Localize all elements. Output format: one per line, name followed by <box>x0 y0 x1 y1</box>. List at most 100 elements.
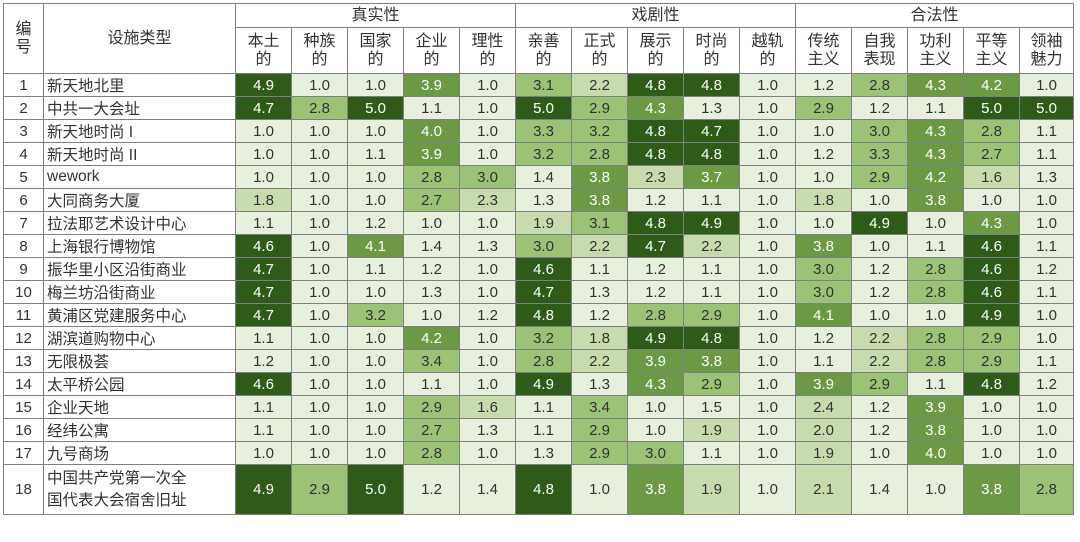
heat-cell: 5.0 <box>515 96 572 120</box>
heat-cell: 2.3 <box>459 188 516 212</box>
heat-cell: 1.0 <box>739 73 796 97</box>
heat-cell: 1.0 <box>291 165 348 189</box>
heat-cell: 1.0 <box>347 165 404 189</box>
heat-cell: 2.8 <box>627 303 684 327</box>
row-index: 2 <box>3 96 44 120</box>
heat-cell: 1.6 <box>459 395 516 419</box>
heat-cell: 3.3 <box>851 142 908 166</box>
facility-name: 大同商务大厦 <box>43 188 236 212</box>
heat-cell: 1.0 <box>459 119 516 143</box>
group-header-row: 编 号 设施类型 真实性 戏剧性 合法性 <box>3 3 1074 74</box>
heat-cell: 4.6 <box>235 234 292 258</box>
heat-cell: 4.3 <box>907 73 964 97</box>
row-index: 14 <box>3 372 44 396</box>
facility-name: 拉法耶艺术设计中心 <box>43 211 236 235</box>
heat-cell: 3.1 <box>515 73 572 97</box>
heat-cell: 2.9 <box>683 303 740 327</box>
heat-cell: 1.3 <box>571 372 628 396</box>
heat-cell: 1.3 <box>1019 165 1074 189</box>
metric-header-15: 领袖 魅力 <box>1019 27 1074 74</box>
heat-cell: 4.8 <box>627 73 684 97</box>
heat-cell: 1.0 <box>851 234 908 258</box>
heat-cell: 1.0 <box>739 188 796 212</box>
heat-cell: 1.0 <box>739 119 796 143</box>
metric-header-14-line-1: 平等 <box>975 32 1008 50</box>
index-header-line-2: 号 <box>15 38 32 56</box>
heat-cell: 1.9 <box>795 441 852 465</box>
table-row: 2 中共一大会址 4.7 2.8 5.0 1.1 1.0 5.0 2.9 4.3 1.3 1.0 2.9… <box>3 96 1074 120</box>
heat-cell: 3.8 <box>627 464 684 515</box>
heat-cell: 3.2 <box>347 303 404 327</box>
heat-cell: 2.8 <box>403 441 460 465</box>
facility-name: 无限极荟 <box>43 349 236 373</box>
metric-header-10-line-2: 的 <box>759 50 776 68</box>
heat-cell: 1.0 <box>739 349 796 373</box>
metric-header-9-line-1: 时尚 <box>695 32 728 50</box>
row-index: 17 <box>3 441 44 465</box>
heat-cell: 2.9 <box>403 395 460 419</box>
heat-cell: 5.0 <box>963 96 1020 120</box>
heat-cell: 1.2 <box>403 464 460 515</box>
heat-cell: 3.8 <box>795 234 852 258</box>
heat-cell: 3.9 <box>907 395 964 419</box>
heat-cell: 1.0 <box>795 211 852 235</box>
heat-cell: 2.8 <box>571 142 628 166</box>
facility-name: 太平桥公园 <box>43 372 236 396</box>
heat-cell: 2.1 <box>795 464 852 515</box>
heat-cell: 1.3 <box>459 234 516 258</box>
heat-cell: 3.1 <box>571 211 628 235</box>
heat-cell: 1.0 <box>291 303 348 327</box>
metric-header-6-line-1: 亲善 <box>527 32 560 50</box>
heat-cell: 1.0 <box>459 372 516 396</box>
heat-cell: 1.0 <box>235 119 292 143</box>
heat-cell: 1.0 <box>739 372 796 396</box>
row-index: 15 <box>3 395 44 419</box>
heat-cell: 4.8 <box>515 464 572 515</box>
heat-cell: 1.4 <box>403 234 460 258</box>
metric-header-2: 种族的 <box>291 27 348 74</box>
heat-cell: 1.0 <box>459 211 516 235</box>
heat-cell: 1.0 <box>291 372 348 396</box>
metric-header-row: 本土的种族的国家的企业的理性的亲善的正式的展示的时尚的越轨的传统 主义 自我 表现 功利… <box>4 27 1074 74</box>
heat-cell: 3.9 <box>403 142 460 166</box>
row-index: 7 <box>3 211 44 235</box>
heat-cell: 1.0 <box>347 326 404 350</box>
heat-cell: 1.3 <box>459 418 516 442</box>
heat-cell: 2.2 <box>851 349 908 373</box>
heat-cell: 1.0 <box>291 142 348 166</box>
heat-cell: 2.9 <box>851 165 908 189</box>
heat-cell: 4.9 <box>235 73 292 97</box>
heat-cell: 3.2 <box>571 119 628 143</box>
heat-cell: 1.4 <box>851 464 908 515</box>
heat-cell: 1.1 <box>571 257 628 281</box>
facility-name: 中共一大会址 <box>43 96 236 120</box>
heat-cell: 1.1 <box>235 418 292 442</box>
heat-cell: 1.0 <box>347 119 404 143</box>
heat-cell: 1.0 <box>963 188 1020 212</box>
heat-cell: 1.1 <box>347 142 404 166</box>
table-row: 18 中国共产党第一次全 国代表大会宿舍旧址 4.9 2.9 5.0 1.2 1.4 4.8 1.… <box>3 464 1074 515</box>
heat-cell: 2.9 <box>571 96 628 120</box>
heat-cell: 2.8 <box>963 119 1020 143</box>
heat-cell: 1.2 <box>1019 257 1074 281</box>
heat-cell: 1.2 <box>627 280 684 304</box>
heat-cell: 4.8 <box>683 73 740 97</box>
heat-cell: 1.1 <box>907 234 964 258</box>
metric-header-12-line-2: 表现 <box>863 50 896 68</box>
metric-header-7: 正式的 <box>571 27 628 74</box>
facility-name: 经纬公寓 <box>43 418 236 442</box>
heat-cell: 3.0 <box>515 234 572 258</box>
heat-cell: 3.9 <box>627 349 684 373</box>
heat-cell: 1.1 <box>347 257 404 281</box>
type-header: 设施类型 <box>43 3 236 74</box>
heat-cell: 1.0 <box>347 188 404 212</box>
heat-cell: 1.9 <box>515 211 572 235</box>
table-row: 12 湖滨道购物中心 1.1 1.0 1.0 4.2 1.0 3.2 1.8 4.9 4.8 1.0 1… <box>3 326 1074 350</box>
heat-cell: 4.6 <box>515 257 572 281</box>
table-row: 5 wework 1.0 1.0 1.0 2.8 3.0 1.4 3.8 2.3 3.7 1.0 1.0… <box>3 165 1074 189</box>
heat-cell: 3.8 <box>571 188 628 212</box>
heat-cell: 1.0 <box>347 395 404 419</box>
heat-cell: 3.9 <box>795 372 852 396</box>
heat-cell: 1.1 <box>515 395 572 419</box>
heat-cell: 3.0 <box>459 165 516 189</box>
